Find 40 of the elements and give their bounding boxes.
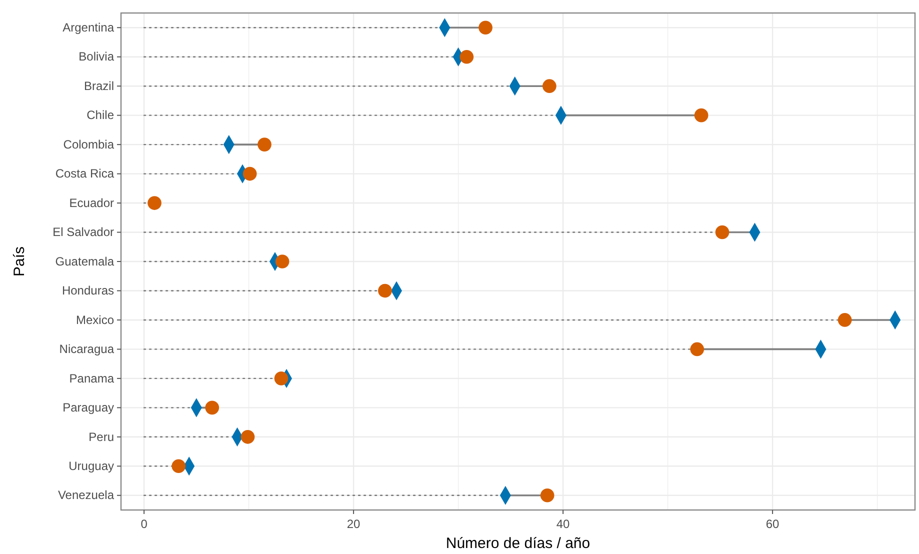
y-tick-label: El Salvador	[52, 225, 114, 240]
point	[258, 138, 272, 152]
point	[715, 225, 730, 240]
x-tick-label: 0	[140, 516, 148, 531]
point	[242, 166, 257, 181]
point	[540, 488, 554, 502]
x-tick-label: 20	[346, 516, 361, 531]
x-axis-title: Número de días / año	[446, 535, 590, 552]
point	[240, 430, 255, 444]
y-axis-title: País	[11, 246, 28, 277]
y-tick-label: Guatemala	[55, 254, 114, 268]
point	[542, 79, 556, 93]
y-tick-label: Paraguay	[62, 400, 114, 415]
point	[690, 342, 704, 356]
y-tick-label: Venezuela	[58, 488, 114, 502]
y-tick-label: Nicaragua	[59, 342, 114, 356]
y-tick-label: Mexico	[76, 312, 114, 327]
point	[172, 459, 186, 474]
y-tick-label: Brazil	[84, 78, 114, 93]
point	[205, 400, 220, 415]
y-tick-label: Ecuador	[69, 196, 114, 210]
x-tick-label: 40	[556, 516, 570, 531]
y-tick-label: Colombia	[63, 137, 114, 152]
y-tick-label: Uruguay	[68, 458, 114, 473]
y-tick-label: Costa Rica	[55, 166, 114, 181]
point	[478, 20, 492, 35]
point	[275, 254, 290, 268]
point	[148, 196, 162, 210]
point	[378, 284, 392, 298]
y-tick-label: Argentina	[62, 20, 114, 34]
point	[694, 108, 708, 122]
y-tick-label: Chile	[86, 108, 114, 122]
y-tick-label: Bolivia	[78, 50, 114, 64]
point	[274, 372, 288, 386]
point	[838, 313, 852, 327]
x-tick-label: 60	[766, 516, 780, 531]
y-tick-label: Honduras	[62, 284, 114, 298]
y-tick-label: Peru	[88, 430, 114, 444]
point	[460, 50, 474, 64]
y-tick-label: Panama	[69, 371, 114, 386]
